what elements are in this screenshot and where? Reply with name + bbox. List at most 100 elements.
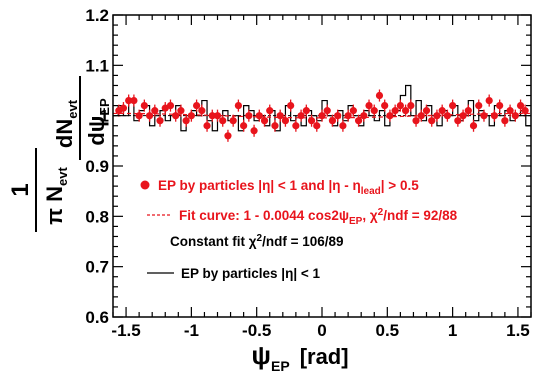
legend-label-part: EP by particles |η| < 1 and |η - η [158,178,361,193]
point-marker [119,104,128,112]
data-point [438,104,446,117]
data-point [135,109,143,122]
data-point [297,109,305,122]
data-point [271,119,279,132]
legend-label-part: | > 0.5 [381,178,419,193]
data-point [198,104,206,117]
data-point [354,114,363,127]
legend-label-part: 2 [378,207,384,218]
y-axis-title: 1 π Nevt dNevt dψEP [7,76,112,232]
data-point [193,99,201,112]
data-point [177,104,185,117]
legend-label: Fit curve: 1 - 0.0044 cos2ψEP, χ2/ndf = … [179,207,458,227]
point-marker [344,112,352,120]
data-point [125,94,133,107]
data-point [454,114,462,127]
point-marker [386,112,394,120]
point-marker [433,112,441,120]
data-point [219,114,227,127]
point-marker [187,112,195,120]
legend-marker-circle [140,180,150,190]
data-point [166,99,175,112]
point-marker [449,102,457,110]
x-tick-label: 1.5 [506,321,530,340]
svg-text:ψEP[rad]: ψEP [rad] [251,340,348,374]
data-point [339,119,347,132]
data-point [428,114,436,127]
legend-label-part: /ndf = 106/89 [262,234,343,249]
data-point [381,99,389,112]
svg-text:dψEP: dψEP [84,98,112,146]
point-marker [219,117,227,125]
point-marker [496,102,504,110]
legend-label-part: Fit curve: 1 - 0.0044 cos2ψ [179,208,349,223]
legend-label: Constant fit χ2/ndf = 106/89 [170,233,344,249]
data-point [464,104,472,117]
point-marker [339,122,347,130]
point-marker [307,117,316,125]
data-point [412,114,420,127]
y-title-num2: dN [52,119,77,148]
legend-entry: Fit curve: 1 - 0.0044 cos2ψEP, χ2/ndf = … [147,207,458,227]
point-marker [360,112,368,120]
data-point [313,119,321,132]
x-axis-title-sub: EP [271,358,290,374]
data-point [516,99,525,112]
data-point [245,109,253,122]
legend-label-part: lead [361,186,381,197]
legend-entry: EP by particles |η| < 1 and |η - ηlead| … [140,178,419,197]
data-point [234,99,242,112]
data-point [490,109,499,122]
point-marker [193,102,201,110]
point-marker [224,132,232,140]
point-marker [182,117,190,125]
point-marker [135,112,143,120]
point-marker [229,117,237,125]
point-marker [240,122,248,130]
x-axis-title-unit: [rad] [300,344,349,369]
data-point [449,99,457,112]
point-marker [334,112,342,120]
point-marker [521,107,529,115]
point-marker [328,117,337,125]
data-point [151,104,159,117]
legend-label-part: , χ [362,208,378,223]
point-marker [250,127,258,135]
point-marker [412,117,420,125]
point-marker [396,102,404,110]
y-tick-label: 1.2 [85,6,109,25]
point-marker [480,112,488,120]
data-point [375,89,384,102]
data-point [260,114,269,127]
point-marker [203,122,211,130]
data-point [287,99,295,112]
point-marker [402,107,410,115]
point-marker [459,112,467,120]
legend-label-part: EP [349,216,363,227]
data-point [521,104,529,117]
data-point [370,104,378,117]
data-point [480,109,488,122]
point-marker [349,107,357,115]
data-point [302,104,310,117]
point-marker [375,91,384,100]
point-marker [292,122,300,130]
data-point [334,109,342,122]
point-marker [166,102,175,110]
y-title-den1-sub: evt [55,167,70,186]
point-marker [417,112,425,120]
point-marker [151,107,159,115]
data-point [187,109,195,122]
data-point [417,109,425,122]
data-point [318,109,326,122]
data-point [276,109,284,122]
legend-label-part: Constant fit χ [170,234,257,249]
data-point [511,109,519,122]
data-point [119,102,128,115]
point-marker [422,107,431,115]
data-point [145,109,154,122]
point-marker [245,112,253,120]
data-point [281,114,290,127]
data-point [501,114,509,127]
y-title-num2-sub: evt [65,99,80,118]
